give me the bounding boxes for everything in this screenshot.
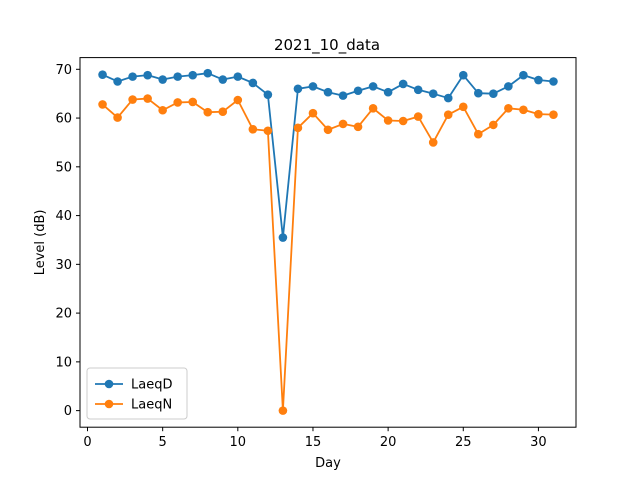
- series-LaeqN: [98, 94, 558, 415]
- data-point: [98, 70, 107, 79]
- data-point: [519, 105, 528, 115]
- y-axis: 0 10 20 30 40 50 60 70: [55, 63, 80, 419]
- data-point: [308, 108, 318, 118]
- data-point: [188, 70, 198, 80]
- data-point: [398, 79, 408, 89]
- data-point: [218, 75, 228, 84]
- legend-marker: [104, 379, 114, 389]
- data-point: [368, 104, 378, 113]
- data-point: [278, 406, 288, 415]
- y-tick-label: 20: [55, 307, 72, 322]
- data-point: [489, 89, 498, 98]
- x-tick-label: 20: [380, 435, 397, 450]
- data-point: [203, 107, 213, 117]
- data-point: [413, 112, 423, 121]
- y-tick-label: 10: [55, 355, 72, 370]
- data-point: [353, 122, 363, 132]
- data-point: [323, 87, 333, 97]
- axes-frame: [79, 57, 577, 428]
- x-tick-label: 30: [530, 435, 547, 450]
- data-point: [128, 95, 137, 104]
- data-point: [458, 70, 468, 80]
- data-point: [158, 75, 167, 84]
- chart-title: 2021_10_data: [274, 36, 380, 55]
- data-point: [398, 116, 408, 126]
- data-point: [158, 105, 167, 115]
- data-point: [413, 85, 423, 95]
- x-tick-label: 0: [83, 435, 91, 450]
- data-point: [113, 113, 122, 122]
- x-tick-label: 15: [305, 435, 322, 450]
- x-tick-label: 25: [455, 435, 472, 450]
- data-point: [474, 88, 483, 98]
- y-tick-label: 50: [55, 160, 72, 175]
- data-point: [549, 110, 558, 119]
- data-point: [308, 82, 318, 91]
- y-tick-label: 70: [55, 63, 72, 78]
- legend-label: LaeqN: [131, 398, 172, 413]
- x-tick-label: 10: [230, 435, 247, 450]
- data-point: [323, 125, 333, 135]
- x-axis-label: Day: [315, 456, 341, 471]
- data-point: [534, 109, 543, 119]
- data-point: [188, 97, 198, 107]
- data-point: [504, 82, 513, 91]
- data-point: [534, 75, 543, 85]
- data-point: [248, 124, 258, 134]
- plot-area: [98, 68, 558, 415]
- legend: LaeqD LaeqN: [86, 367, 188, 420]
- data-point: [173, 98, 182, 107]
- y-tick-label: 60: [55, 112, 72, 127]
- y-tick-label: 40: [55, 209, 72, 224]
- y-tick-label: 0: [64, 404, 72, 419]
- data-point: [353, 86, 363, 96]
- data-point: [519, 70, 528, 80]
- data-point: [248, 78, 258, 88]
- data-point: [489, 120, 498, 130]
- data-point: [383, 116, 393, 125]
- x-tick-label: 5: [159, 435, 167, 450]
- data-point: [203, 68, 213, 78]
- data-point: [263, 126, 273, 136]
- data-point: [113, 77, 122, 86]
- legend-marker: [104, 399, 114, 409]
- data-point: [293, 84, 303, 94]
- y-axis-label: Level (dB): [33, 210, 48, 276]
- x-axis: 0 5 10 15 20 25 30: [83, 427, 547, 450]
- legend-entry: LaeqN: [95, 398, 172, 413]
- data-point: [278, 233, 288, 242]
- data-point: [263, 90, 273, 99]
- data-point: [458, 102, 468, 112]
- legend-label: LaeqD: [131, 378, 172, 393]
- data-point: [443, 93, 453, 103]
- data-point: [293, 123, 303, 133]
- y-tick-label: 30: [55, 258, 72, 273]
- data-point: [549, 77, 558, 86]
- data-point: [338, 119, 348, 129]
- data-point: [98, 100, 107, 109]
- data-point: [383, 87, 393, 97]
- data-point: [428, 138, 438, 147]
- data-point: [368, 82, 378, 91]
- data-point: [443, 110, 453, 119]
- data-point: [128, 72, 137, 81]
- data-point: [173, 72, 182, 81]
- data-point: [143, 70, 152, 80]
- data-point: [143, 94, 152, 103]
- data-point: [218, 107, 228, 117]
- data-point: [504, 104, 513, 113]
- data-point: [428, 89, 438, 98]
- series-LaeqD: [98, 68, 558, 242]
- data-point: [338, 91, 348, 100]
- data-point: [233, 72, 243, 81]
- data-point: [474, 129, 483, 139]
- data-point: [233, 95, 243, 105]
- legend-entry: LaeqD: [95, 378, 172, 393]
